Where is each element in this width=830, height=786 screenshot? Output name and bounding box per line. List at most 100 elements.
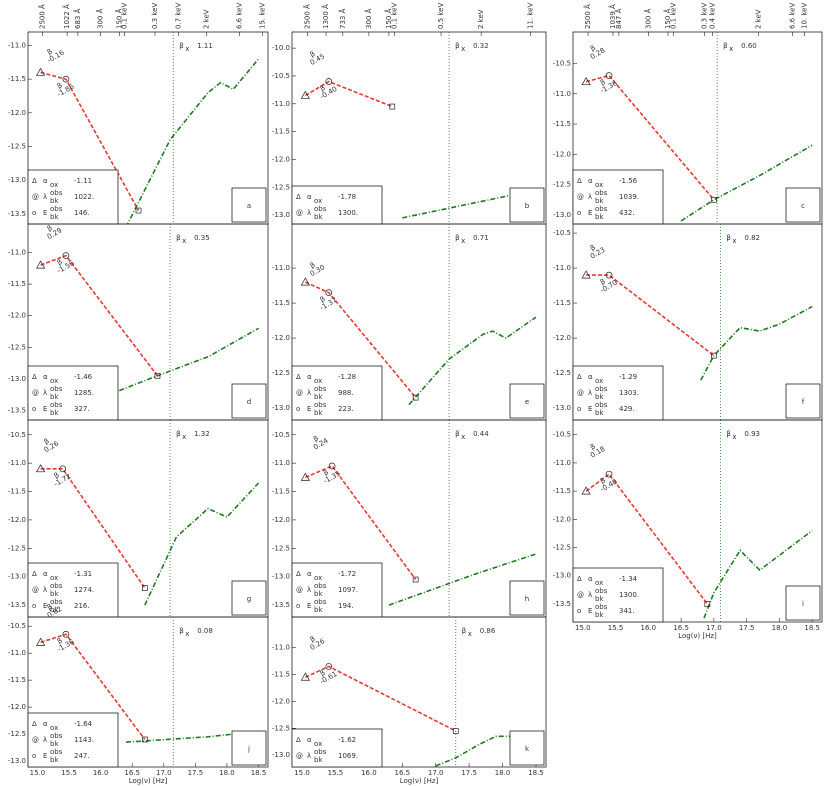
legend-box: [27, 365, 119, 421]
uv-symbol: β: [46, 603, 54, 612]
top-tick-label: 150 Å: [384, 8, 393, 29]
legend-main: α: [588, 177, 593, 185]
xray-line: [125, 730, 259, 743]
beta-sub: x: [461, 45, 465, 53]
legend-sub: bk: [50, 590, 59, 598]
lambda-marker: [59, 465, 67, 473]
legend-sub: ox: [595, 181, 603, 189]
uv-line: [40, 71, 140, 211]
y-tick-label: -12.0: [272, 155, 290, 163]
beta-sub: x: [461, 237, 465, 245]
legend-main: α: [43, 720, 48, 728]
y-tick-label: -11.5: [553, 299, 571, 307]
legend-symbol: @: [296, 752, 303, 760]
lambda-marker: [62, 252, 70, 259]
legend-symbol: @: [577, 591, 584, 599]
uv-symbol: β: [46, 47, 54, 56]
top-tick-label: 11. keV: [527, 3, 535, 29]
beta-sub: x: [461, 433, 465, 441]
top-tick-label: 2500 Å: [38, 4, 47, 29]
x-tick-label: 15.5: [61, 769, 77, 777]
uv-line: [586, 274, 715, 357]
uv-line: [40, 468, 146, 589]
legend-sup: obs: [314, 748, 327, 756]
energy-marker: [704, 601, 711, 607]
x-axis-label: Log(ν) [Hz]: [678, 632, 717, 640]
top-tick-label: 2 keV: [203, 9, 211, 29]
beta-sub: x: [729, 45, 733, 53]
uv-symbol: β: [309, 261, 317, 270]
y-tick-label: -11.0: [8, 41, 26, 49]
legend-sub: bk: [314, 409, 323, 417]
legend-sub: ox: [314, 740, 322, 748]
beta-value: 0.44: [473, 430, 489, 438]
legend-sup: obs: [50, 748, 63, 756]
legend-value: 1300.: [619, 591, 639, 599]
legend-value: 988.: [338, 389, 354, 397]
xray-line: [388, 553, 537, 606]
x-axis-label: Log(ν) [Hz]: [129, 777, 168, 785]
panel-label: k: [525, 745, 530, 753]
legend-value: 1300.: [338, 209, 358, 217]
legend-main: λ: [307, 209, 311, 217]
legend-symbol: @: [577, 193, 584, 201]
y-tick-label: -12.5: [553, 369, 571, 377]
alpha-marker: [300, 277, 310, 286]
panel-label: i: [802, 600, 804, 608]
panel-label: b: [525, 202, 530, 210]
y-tick-label: -12.0: [8, 516, 26, 524]
uv-symbol: β: [46, 224, 54, 233]
legend-value: -1.31: [74, 570, 92, 578]
legend-symbol: o: [32, 752, 36, 760]
legend-value: -1.34: [619, 575, 638, 583]
legend-value: 429.: [619, 405, 635, 413]
y-tick-label: -13.0: [272, 751, 290, 759]
legend-symbol: Δ: [32, 177, 37, 185]
uv-symbol: β: [599, 78, 607, 87]
y-tick-label: -13.5: [8, 407, 26, 415]
y-tick-label: -13.0: [272, 573, 290, 581]
legend-sub: ox: [50, 181, 58, 189]
legend-symbol: @: [32, 736, 39, 744]
y-tick-label: -11.0: [272, 100, 290, 108]
y-tick-label: -11.0: [553, 459, 571, 467]
y-tick-label: -10.5: [553, 229, 571, 237]
lambda-marker: [605, 72, 613, 79]
legend-symbol: Δ: [296, 736, 301, 744]
uv-symbol: β: [599, 277, 607, 286]
legend-sub: ox: [314, 574, 322, 582]
energy-marker: [141, 736, 148, 743]
x-tick-label: 16.0: [93, 769, 109, 777]
legend-main: λ: [307, 752, 311, 760]
uv-symbol: β: [309, 635, 317, 644]
beta-value: 0.86: [480, 627, 496, 635]
alpha-marker: [36, 637, 46, 646]
uv-symbol: β: [43, 437, 51, 446]
legend-sup: obs: [595, 385, 608, 393]
legend-sub: bk: [314, 393, 323, 401]
legend-box: [291, 365, 383, 421]
energy-marker: [711, 352, 717, 359]
legend-symbol: o: [32, 405, 36, 413]
beta-symbol: β: [179, 627, 183, 635]
legend-main: E: [588, 607, 592, 615]
panel-label-box: [231, 580, 267, 616]
panel-label: g: [247, 595, 251, 603]
legend-main: α: [307, 193, 312, 201]
legend-symbol: o: [296, 405, 300, 413]
energy-marker: [452, 728, 459, 734]
legend-sub: ox: [595, 377, 603, 385]
top-tick-label: 150 Å: [663, 8, 672, 29]
xray-line: [126, 58, 260, 224]
legend-main: α: [588, 373, 593, 381]
uv-symbol: β: [56, 637, 64, 646]
x-tick-label: 15.0: [294, 769, 310, 777]
beta-value: 0.71: [473, 234, 489, 242]
legend-main: λ: [307, 586, 311, 594]
xray-line: [680, 144, 813, 222]
plot-frame: [291, 616, 547, 768]
beta-value: 0.93: [744, 430, 760, 438]
x-tick-label: 18.0: [772, 624, 788, 632]
legend-sup: obs: [50, 205, 63, 213]
